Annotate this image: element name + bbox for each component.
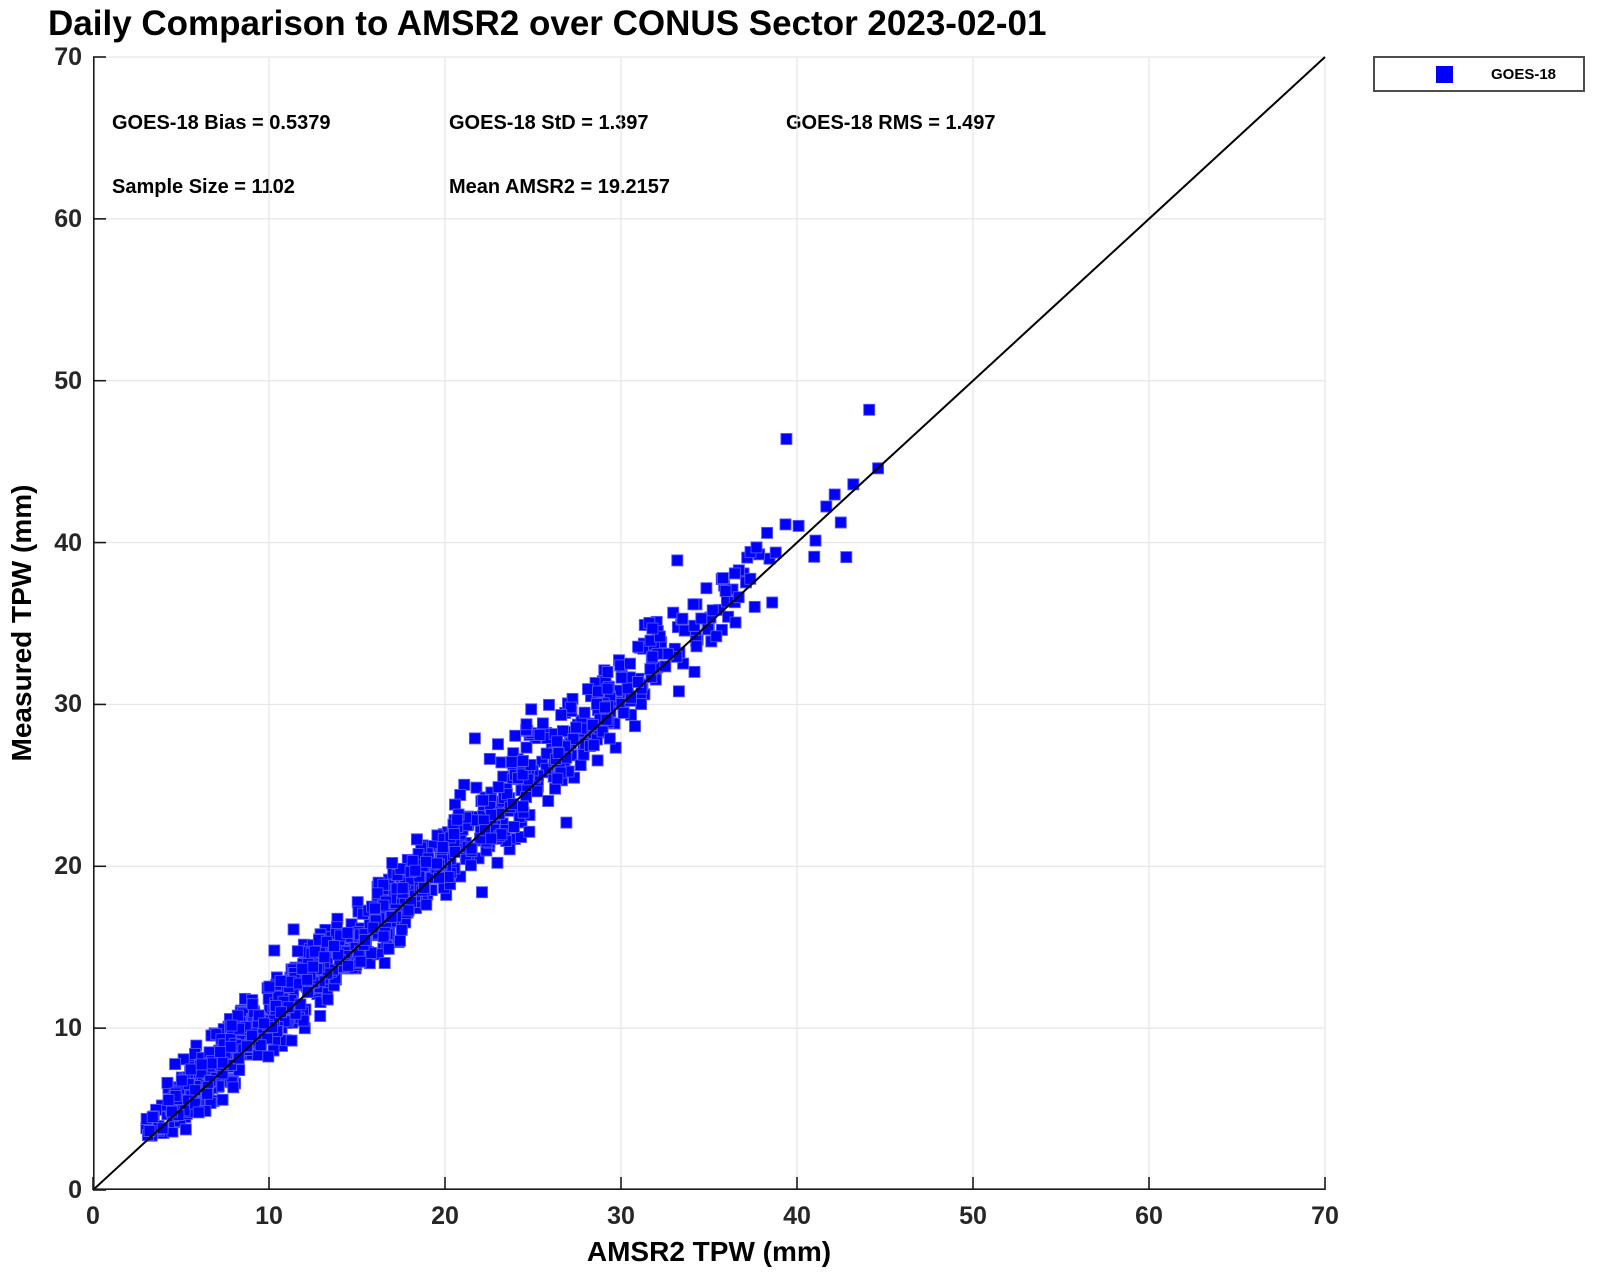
axes xyxy=(92,56,1326,1191)
y-tick-label-50: 50 xyxy=(54,366,82,395)
y-tick-label-0: 0 xyxy=(68,1176,82,1204)
legend: GOES-18 xyxy=(1373,56,1585,92)
x-tick-label-70: 70 xyxy=(1311,1202,1339,1230)
gridlines xyxy=(93,56,1326,1190)
y-tick-label-70: 70 xyxy=(54,43,82,71)
legend-marker-square-icon xyxy=(1436,65,1453,83)
x-tick-label-20: 20 xyxy=(431,1202,459,1230)
stat-bias: GOES-18 Bias = 0.5379 xyxy=(112,112,331,134)
x-tick-label-30: 30 xyxy=(607,1202,635,1230)
x-tick-label-0: 0 xyxy=(86,1202,100,1230)
y-tick-label-60: 60 xyxy=(54,204,82,233)
stat-sample-size: Sample Size = 1102 xyxy=(112,176,295,198)
y-axis-label: Measured TPW (mm) xyxy=(6,484,37,762)
stat-rms: GOES-18 RMS = 1.497 xyxy=(786,112,996,134)
y-tick-label-10: 10 xyxy=(54,1014,82,1043)
one-to-one-line xyxy=(92,56,1326,1191)
stat-std: GOES-18 StD = 1.397 xyxy=(449,112,649,134)
x-axis-label: AMSR2 TPW (mm) xyxy=(586,1236,832,1267)
x-tick-label-50: 50 xyxy=(959,1202,987,1230)
y-tick-label-30: 30 xyxy=(54,690,82,719)
y-tick-label-20: 20 xyxy=(54,852,82,881)
x-tick-label-40: 40 xyxy=(783,1202,811,1230)
chart-title: Daily Comparison to AMSR2 over CONUS Sec… xyxy=(48,4,1047,43)
y-tick-label-40: 40 xyxy=(54,528,82,557)
scatter-series-goes18 xyxy=(140,403,885,1142)
legend-series-label: GOES-18 xyxy=(1491,65,1557,83)
scatter-plot-canvas xyxy=(92,56,1326,1191)
stat-mean-amsr2: Mean AMSR2 = 19.2157 xyxy=(449,176,671,198)
x-tick-label-60: 60 xyxy=(1135,1202,1163,1230)
x-tick-label-10: 10 xyxy=(255,1202,283,1230)
plot-area xyxy=(92,56,1326,1191)
